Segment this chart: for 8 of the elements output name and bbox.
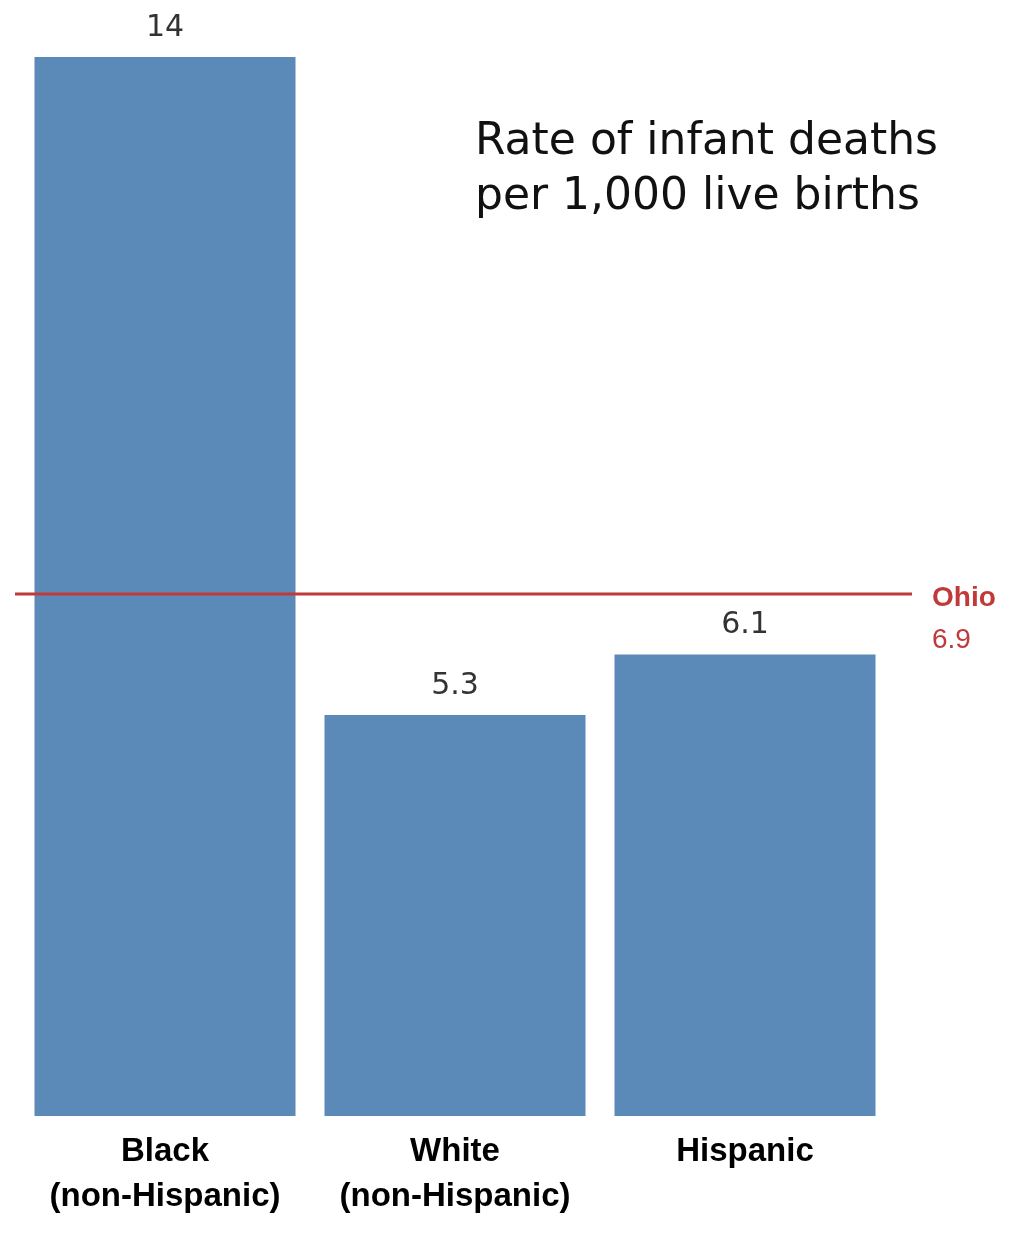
x-tick-label: Black (non-Hispanic) (49, 1131, 281, 1213)
data-label: 14 (145, 7, 185, 43)
data-label: 5.3 (431, 665, 479, 701)
text: Rate of infant deaths per 1,000 live births (475, 113, 938, 219)
ref-line-label: Ohio 6.9 (932, 580, 996, 654)
data-label: 6.1 (721, 605, 769, 641)
x-tick-label: Hispanic (676, 1131, 814, 1169)
x-tick-label: White (non-Hispanic) (339, 1131, 571, 1213)
